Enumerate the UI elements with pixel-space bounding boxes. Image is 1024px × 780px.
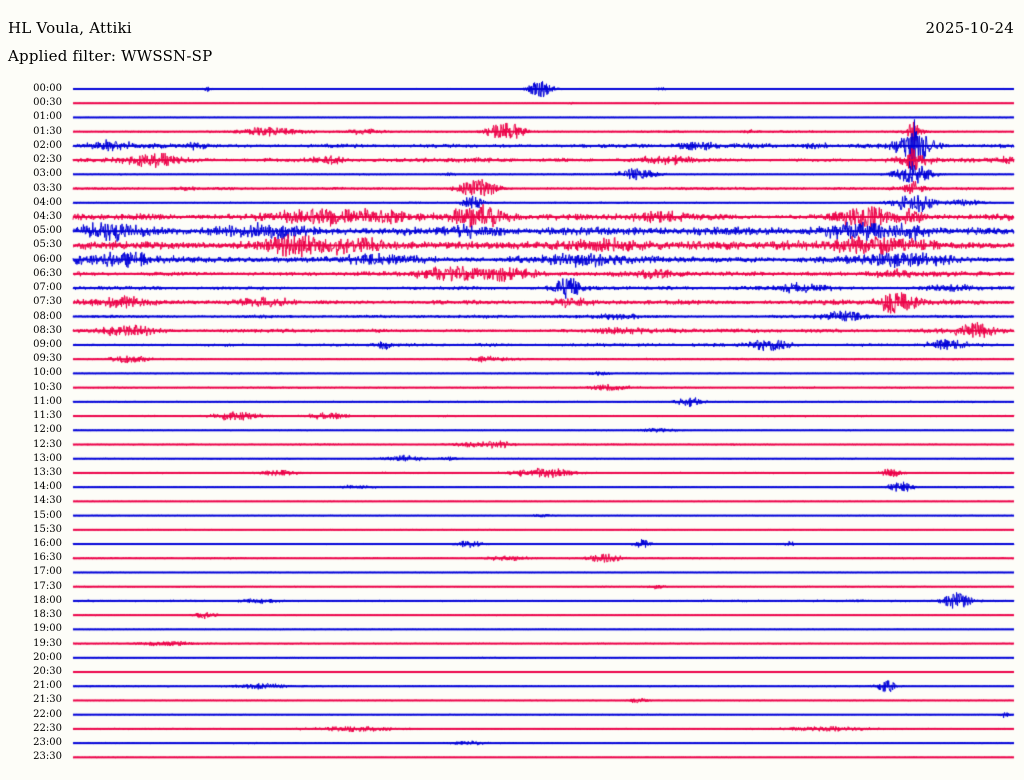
time-tick-label: 23:00 bbox=[33, 737, 62, 749]
time-tick-label: 19:30 bbox=[33, 637, 62, 649]
time-tick-label: 13:30 bbox=[33, 466, 62, 478]
time-tick-label: 09:00 bbox=[33, 338, 62, 350]
time-tick-label: 18:30 bbox=[33, 609, 62, 621]
time-tick-label: 02:30 bbox=[33, 154, 62, 166]
time-tick-label: 11:30 bbox=[33, 410, 62, 422]
time-tick-label: 20:00 bbox=[33, 651, 62, 663]
time-tick-label: 16:30 bbox=[33, 552, 62, 564]
time-tick-label: 19:00 bbox=[33, 623, 62, 635]
time-axis: 00:00 00:30 01:00 01:30 02:00 02:30 03:00 03:30… bbox=[0, 0, 70, 780]
time-tick-label: 15:00 bbox=[33, 509, 62, 521]
time-tick-label: 12:00 bbox=[33, 424, 62, 436]
time-tick-label: 03:30 bbox=[33, 182, 62, 194]
time-tick-label: 21:00 bbox=[33, 680, 62, 692]
time-tick-label: 22:00 bbox=[33, 708, 62, 720]
time-tick-label: 17:30 bbox=[33, 580, 62, 592]
time-tick-label: 01:30 bbox=[33, 125, 62, 137]
time-tick-label: 14:00 bbox=[33, 481, 62, 493]
time-tick-label: 22:30 bbox=[33, 722, 62, 734]
time-tick-label: 15:30 bbox=[33, 523, 62, 535]
time-tick-label: 09:30 bbox=[33, 353, 62, 365]
time-tick-label: 05:00 bbox=[33, 225, 62, 237]
time-tick-label: 08:00 bbox=[33, 310, 62, 322]
time-tick-label: 11:00 bbox=[33, 395, 62, 407]
time-tick-label: 14:30 bbox=[33, 495, 62, 507]
time-tick-label: 00:00 bbox=[33, 83, 62, 94]
time-tick-label: 02:00 bbox=[33, 139, 62, 151]
time-tick-label: 16:00 bbox=[33, 538, 62, 550]
time-tick-label: 21:30 bbox=[33, 694, 62, 706]
time-tick-label: 00:30 bbox=[33, 97, 62, 109]
time-tick-label: 04:00 bbox=[33, 196, 62, 208]
time-tick-label: 10:30 bbox=[33, 381, 62, 393]
time-tick-label: 01:00 bbox=[33, 111, 62, 123]
time-tick-label: 07:00 bbox=[33, 282, 62, 294]
time-tick-label: 03:00 bbox=[33, 168, 62, 180]
time-tick-label: 18:00 bbox=[33, 594, 62, 606]
time-tick-label: 17:00 bbox=[33, 566, 62, 578]
time-tick-label: 07:30 bbox=[33, 296, 62, 308]
time-tick-label: 06:00 bbox=[33, 253, 62, 265]
time-tick-label: 12:30 bbox=[33, 438, 62, 450]
time-tick-label: 13:00 bbox=[33, 452, 62, 464]
time-tick-label: 06:30 bbox=[33, 267, 62, 279]
time-tick-label: 23:30 bbox=[33, 751, 62, 763]
time-tick-label: 04:30 bbox=[33, 210, 62, 222]
time-tick-label: 05:30 bbox=[33, 239, 62, 251]
time-tick-label: 08:30 bbox=[33, 324, 62, 336]
time-tick-label: 10:00 bbox=[33, 367, 62, 379]
time-tick-label: 20:30 bbox=[33, 666, 62, 678]
